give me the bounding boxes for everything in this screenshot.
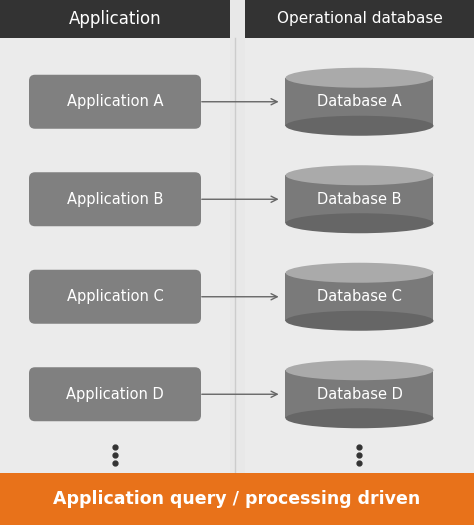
Text: Operational database: Operational database [276, 12, 442, 26]
FancyBboxPatch shape [29, 270, 201, 324]
Text: Database C: Database C [317, 289, 402, 304]
FancyBboxPatch shape [29, 172, 201, 226]
Bar [0, 473, 474, 525]
Text: Database D: Database D [317, 387, 402, 402]
Text: Application C: Application C [67, 289, 164, 304]
Bar [285, 78, 434, 126]
Text: Database B: Database B [317, 192, 402, 207]
FancyBboxPatch shape [29, 75, 201, 129]
Bar [0, 38, 230, 473]
Ellipse shape [285, 311, 434, 331]
Bar [285, 175, 434, 223]
Bar [285, 370, 434, 418]
Bar [245, 38, 474, 473]
Ellipse shape [285, 360, 434, 380]
Ellipse shape [285, 213, 434, 233]
Bar [0, 0, 230, 38]
Bar [245, 0, 474, 38]
Text: Application D: Application D [66, 387, 164, 402]
Text: Application query / processing driven: Application query / processing driven [54, 490, 420, 508]
Ellipse shape [285, 165, 434, 185]
Ellipse shape [285, 68, 434, 88]
Text: Application A: Application A [67, 94, 163, 109]
Bar [285, 273, 434, 321]
Text: Database A: Database A [317, 94, 402, 109]
FancyBboxPatch shape [29, 368, 201, 421]
Ellipse shape [285, 262, 434, 283]
Ellipse shape [285, 116, 434, 136]
Text: Application: Application [69, 10, 161, 28]
Text: Application B: Application B [67, 192, 163, 207]
Ellipse shape [285, 408, 434, 428]
